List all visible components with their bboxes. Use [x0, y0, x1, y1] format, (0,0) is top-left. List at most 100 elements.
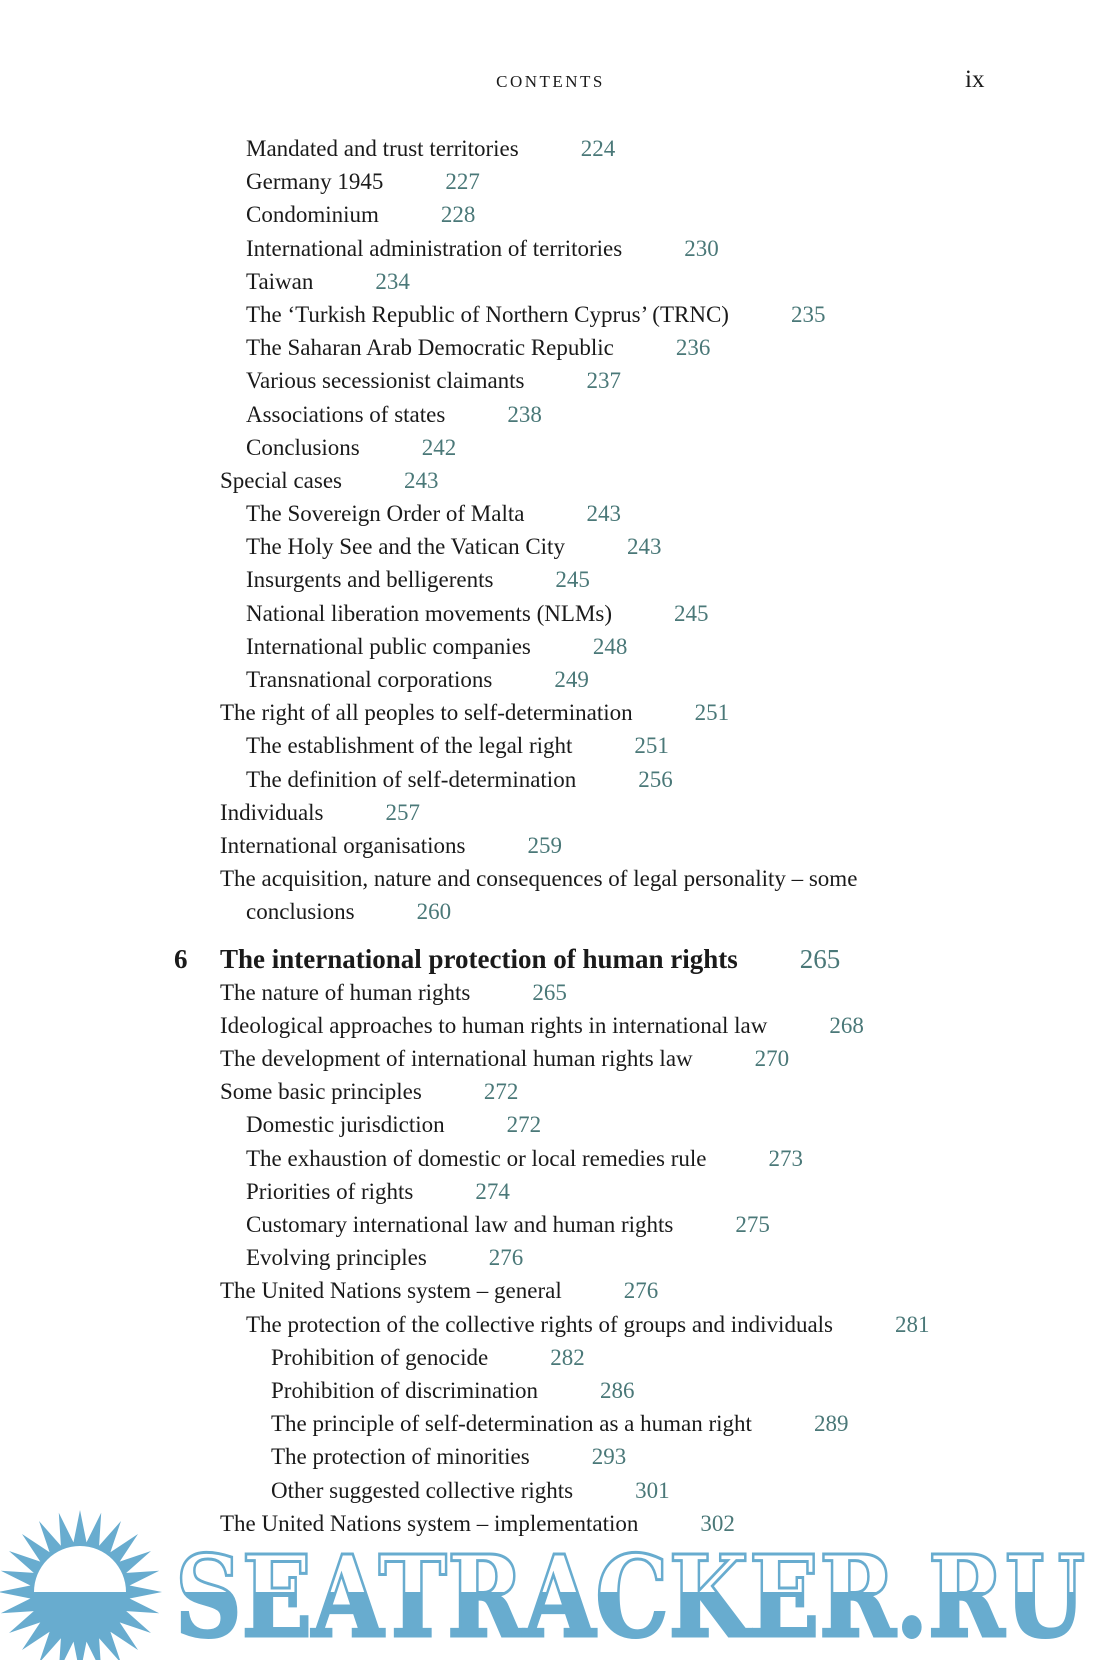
toc-entry-page: 272 — [483, 1079, 519, 1105]
toc-entry-title: The definition of self-determination — [246, 766, 577, 792]
toc-entry-title: The protection of the collective rights … — [246, 1311, 833, 1337]
toc-entry[interactable]: Transnational corporations 249 — [0, 663, 1101, 696]
toc-entry[interactable]: Condominium 228 — [0, 198, 1101, 231]
toc-entry[interactable]: The exhaustion of domestic or local reme… — [0, 1142, 1101, 1175]
toc-entry-page: 276 — [488, 1245, 524, 1271]
toc-entry[interactable]: International organisations 259 — [0, 829, 1101, 862]
toc-entry-title: Transnational corporations — [246, 667, 493, 692]
toc-entry[interactable]: Individuals 257 — [0, 796, 1101, 829]
toc-entry[interactable]: The principle of self-determination as a… — [0, 1407, 1101, 1440]
toc-entry-title: International organisations — [220, 832, 466, 858]
toc-entry[interactable]: The Sovereign Order of Malta 243 — [0, 497, 1101, 530]
toc-entry[interactable]: National liberation movements (NLMs) 245 — [0, 597, 1101, 630]
toc-entry-title: Special cases — [220, 467, 342, 493]
toc-entry-title: Mandated and trust territories — [246, 136, 519, 161]
page-number: ix — [965, 66, 985, 93]
toc-entry[interactable]: Mandated and trust territories 224 — [0, 132, 1101, 165]
toc-entry-title: National liberation movements (NLMs) — [246, 600, 613, 626]
chapter-page: 265 — [799, 943, 841, 974]
toc-entry-page: 237 — [586, 368, 622, 394]
toc-entry[interactable]: Insurgents and belligerents 245 — [0, 563, 1101, 596]
running-head: CONTENTS — [496, 72, 605, 91]
toc-entry-page: 224 — [580, 136, 616, 161]
toc-entry-title: Customary international law and human ri… — [246, 1212, 674, 1237]
toc-entry[interactable]: Special cases 243 — [0, 464, 1101, 497]
toc-entry-page: 257 — [385, 799, 421, 825]
toc-entry-title: Taiwan — [246, 268, 314, 294]
toc-entry[interactable]: Conclusions 242 — [0, 431, 1101, 464]
toc-entry-title: The nature of human rights — [220, 979, 471, 1005]
toc-entry-wrapped-continuation[interactable]: conclusions 260 — [0, 895, 1101, 928]
toc-entry[interactable]: Domestic jurisdiction 272 — [0, 1108, 1101, 1141]
toc-entry-page: 276 — [623, 1278, 659, 1304]
toc-entry-page: 234 — [375, 268, 410, 294]
watermark-text: SEATRACKER.RU — [175, 1532, 1085, 1660]
toc-entry-title: Various secessionist claimants — [246, 368, 525, 394]
toc-entry[interactable]: Priorities of rights 274 — [0, 1175, 1101, 1208]
toc-entry-page: 243 — [403, 467, 439, 493]
toc-entry[interactable]: The Saharan Arab Democratic Republic 236 — [0, 331, 1101, 364]
toc-entry-title: Associations of states — [246, 401, 446, 427]
toc-entry[interactable]: Evolving principles 276 — [0, 1241, 1101, 1274]
toc-entry-title: The development of international human r… — [220, 1046, 693, 1072]
toc-entry-wrapped[interactable]: The acquisition, nature and consequences… — [0, 862, 1101, 895]
toc-entry[interactable]: International administration of territor… — [0, 232, 1101, 265]
toc-entry-page: 293 — [591, 1444, 627, 1470]
toc-entry-page: 275 — [735, 1212, 770, 1237]
toc-entry-page: 243 — [586, 501, 621, 527]
toc-entry[interactable]: The Holy See and the Vatican City 243 — [0, 530, 1101, 563]
toc-entry[interactable]: Prohibition of genocide 282 — [0, 1341, 1101, 1374]
toc-entry-page: 249 — [554, 667, 589, 692]
toc-entry-page: 289 — [813, 1411, 849, 1437]
toc-entry-page: 228 — [440, 202, 476, 228]
toc-entry-page: 227 — [445, 169, 480, 195]
toc-entry[interactable]: Ideological approaches to human rights i… — [0, 1009, 1101, 1042]
toc-entry-title: Priorities of rights — [246, 1178, 414, 1204]
toc-entry-title: The acquisition, nature and consequences… — [220, 866, 858, 892]
toc-entry-title: Other suggested collective rights — [271, 1477, 574, 1503]
toc-entry-title: Ideological approaches to human rights i… — [220, 1012, 768, 1038]
toc-entry-title: Domestic jurisdiction — [246, 1112, 445, 1138]
toc-entry-title: The right of all peoples to self-determi… — [220, 700, 633, 726]
toc-entry[interactable]: The definition of self-determination 256 — [0, 763, 1101, 796]
toc-entry-title: International administration of territor… — [246, 235, 623, 261]
toc-entry-page: 265 — [532, 979, 567, 1005]
toc-entry[interactable]: The United Nations system – implementati… — [0, 1507, 1101, 1540]
toc-entry[interactable]: The United Nations system – general 276 — [0, 1274, 1101, 1307]
toc-entry-title: The Sovereign Order of Malta — [246, 501, 525, 527]
sun-disc — [34, 1546, 126, 1592]
toc-entry-page: 230 — [684, 235, 719, 261]
toc-entry[interactable]: Prohibition of discrimination 286 — [0, 1374, 1101, 1407]
toc-entry[interactable]: Customary international law and human ri… — [0, 1208, 1101, 1241]
toc-entry[interactable]: The ‘Turkish Republic of Northern Cyprus… — [0, 298, 1101, 331]
toc-entry-title: Prohibition of discrimination — [271, 1377, 539, 1403]
chapter-heading[interactable]: 6 The international protection of human … — [0, 943, 1101, 976]
toc-entry-title: Condominium — [246, 202, 379, 228]
toc-entry[interactable]: The development of international human r… — [0, 1042, 1101, 1075]
toc-entry[interactable]: Some basic principles 272 — [0, 1075, 1101, 1108]
toc-entry-title: Evolving principles — [246, 1245, 427, 1271]
toc-entry[interactable]: The protection of the collective rights … — [0, 1308, 1101, 1341]
chapter-title: The international protection of human ri… — [220, 943, 738, 974]
toc-entry[interactable]: International public companies 248 — [0, 630, 1101, 663]
toc-entry-page: 259 — [527, 832, 563, 858]
toc-entry-page: 251 — [694, 700, 730, 726]
watermark: SEATRACKER.RU — [0, 1510, 1087, 1660]
toc-entry[interactable]: Associations of states 238 — [0, 398, 1101, 431]
toc-entry-page: 302 — [700, 1510, 735, 1536]
toc-entry-title: International public companies — [246, 633, 531, 659]
toc-entry[interactable]: Other suggested collective rights 301 — [0, 1474, 1101, 1507]
toc-entry-page: 272 — [506, 1112, 542, 1138]
toc-entry-title: The protection of minorities — [271, 1444, 530, 1470]
toc-entry[interactable]: Various secessionist claimants 237 — [0, 364, 1101, 397]
toc-entry[interactable]: The nature of human rights 265 — [0, 976, 1101, 1009]
toc-section-before: Mandated and trust territories 224 Germany… — [0, 132, 1101, 862]
toc-entry[interactable]: The establishment of the legal right 251 — [0, 729, 1101, 762]
toc-entry[interactable]: Germany 1945 227 — [0, 165, 1101, 198]
toc-entry[interactable]: Taiwan 234 — [0, 265, 1101, 298]
toc-entry-page: 245 — [555, 567, 590, 593]
toc-entry-page: 281 — [895, 1311, 930, 1337]
toc-entry[interactable]: The right of all peoples to self-determi… — [0, 696, 1101, 729]
toc-entry[interactable]: The protection of minorities 293 — [0, 1440, 1101, 1473]
toc-entry-page: 260 — [416, 899, 452, 925]
